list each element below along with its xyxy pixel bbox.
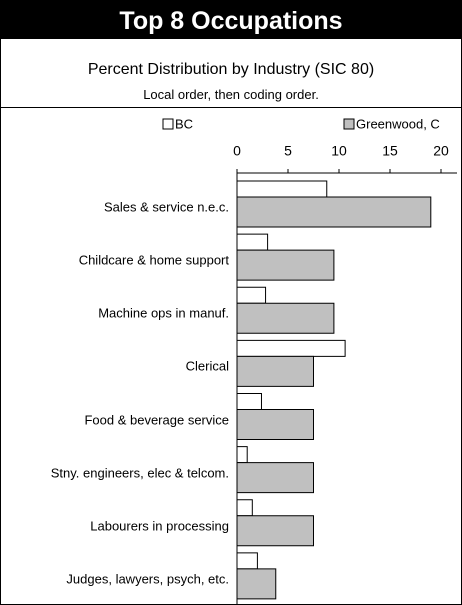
- bar: [236, 249, 335, 281]
- bar: [236, 286, 267, 304]
- category-label: Sales & service n.e.c.: [104, 199, 229, 215]
- category-label: Childcare & home support: [78, 252, 229, 268]
- legend-swatch: [162, 118, 174, 130]
- bar: [236, 393, 262, 410]
- bar: [236, 446, 248, 464]
- category-label: Judges, lawyers, psych, etc.: [66, 571, 229, 587]
- bar: [236, 180, 328, 198]
- x-tick-label: 5: [284, 143, 292, 159]
- x-tick-label: 20: [433, 143, 449, 159]
- x-tick-label: 15: [382, 143, 398, 159]
- chart-note: Local order, then coding order.: [143, 87, 319, 102]
- bar: [236, 409, 314, 440]
- bar: [236, 339, 346, 357]
- x-tick-label: 10: [331, 143, 347, 159]
- bar: [236, 568, 277, 600]
- bar: [236, 515, 314, 547]
- bar: [236, 355, 314, 387]
- category-label: Stny. engineers, elec & telcom.: [50, 465, 229, 481]
- bar: [236, 302, 335, 334]
- bar: [236, 552, 258, 570]
- bar: [236, 233, 269, 251]
- bar: [236, 462, 314, 494]
- category-label: Machine ops in manuf.: [98, 305, 229, 321]
- legend-label: Greenwood, C: [356, 116, 440, 131]
- bar: [236, 499, 253, 517]
- chart-subtitle: Percent Distribution by Industry (SIC 80…: [87, 61, 375, 78]
- legend-label: BC: [175, 116, 193, 131]
- category-label: Clerical: [185, 358, 229, 374]
- chart-title: Top 8 Occupations: [1, 1, 461, 39]
- x-tick-label: 0: [233, 143, 241, 159]
- bar: [236, 196, 432, 228]
- divider: [1, 107, 461, 108]
- category-label: Labourers in processing: [90, 518, 229, 534]
- category-label: Food & beverage service: [84, 412, 229, 427]
- legend-swatch: [343, 118, 355, 130]
